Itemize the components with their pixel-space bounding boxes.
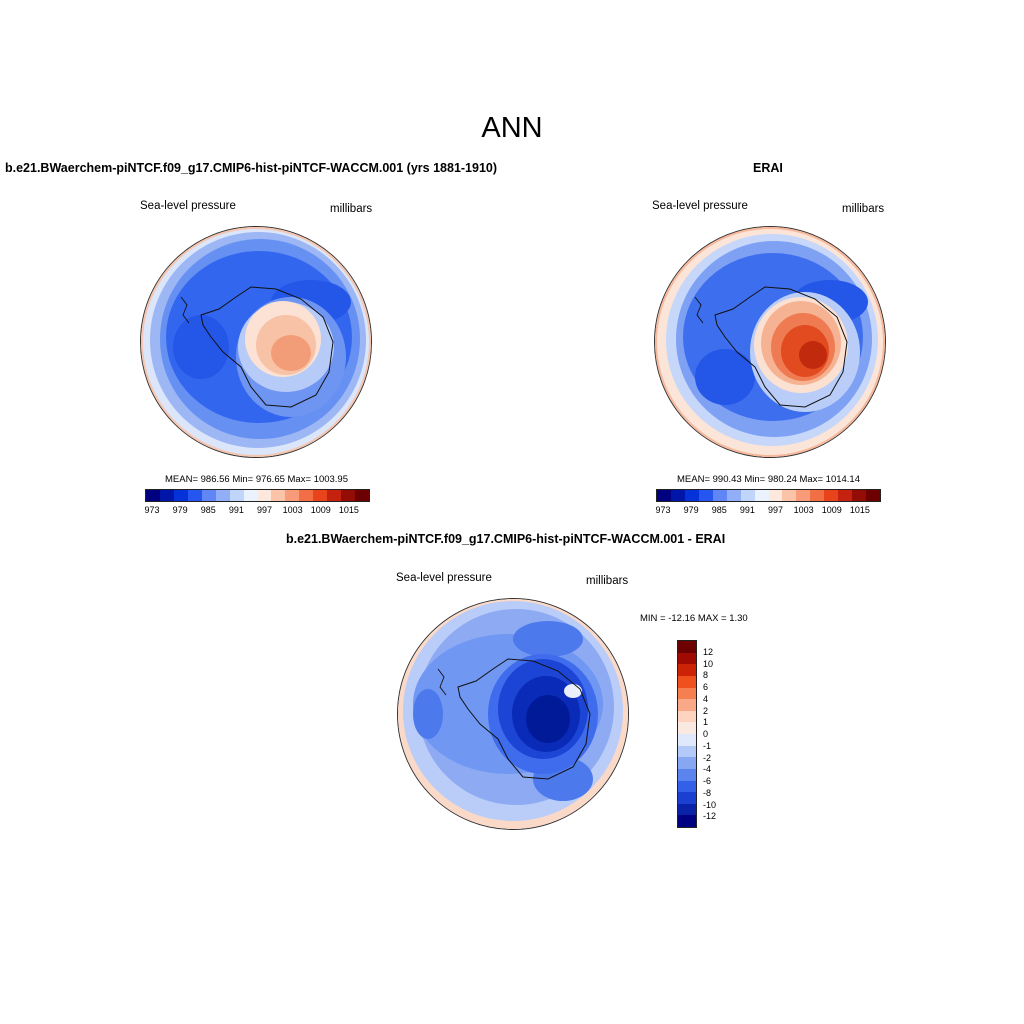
- colorbar-swatch: [678, 745, 696, 758]
- colorbar-swatch: [838, 490, 853, 501]
- colorbar-tick-label: 12: [703, 646, 714, 657]
- colorbar-swatch: [657, 490, 671, 501]
- colorbar-tick-label: 1009: [310, 505, 331, 515]
- colorbar-swatch: [678, 675, 696, 688]
- colorbar-swatch: [678, 687, 696, 700]
- colorbar-swatch: [355, 490, 369, 501]
- colorbar-tick-label: 979: [683, 505, 699, 515]
- colorbar-tick-label: 2: [703, 705, 709, 716]
- model-polar-map: [140, 226, 372, 458]
- colorbar-tick-label: 1003: [793, 505, 814, 515]
- obs-units-label: millibars: [842, 203, 885, 215]
- model-colorbar: [145, 489, 370, 502]
- diff-variable-label: Sea-level pressure: [396, 572, 492, 584]
- colorbar-tick-label: 991: [739, 505, 755, 515]
- colorbar-swatch: [740, 490, 755, 501]
- colorbar-swatch: [678, 768, 696, 781]
- colorbar-tick-label: -8: [703, 787, 712, 798]
- colorbar-tick-label: 985: [200, 505, 216, 515]
- colorbar-swatch: [146, 490, 160, 501]
- diff-units-label: millibars: [586, 575, 629, 587]
- colorbar-tick-label: 979: [172, 505, 188, 515]
- colorbar-tick-label: 991: [228, 505, 244, 515]
- colorbar-swatch: [229, 490, 244, 501]
- diff-colorbar-ticks: 12 10 8 6 4 2 1 0 -1 -2 -4 -6 -8 -10 -12: [703, 640, 743, 828]
- colorbar-swatch: [201, 490, 216, 501]
- colorbar-swatch: [187, 490, 202, 501]
- colorbar-tick-label: 8: [703, 670, 709, 681]
- colorbar-tick-label: 1015: [849, 505, 870, 515]
- diff-panel-title: b.e21.BWaerchem-piNTCF.f09_g17.CMIP6-his…: [286, 532, 726, 546]
- colorbar-tick-label: 6: [703, 682, 709, 692]
- colorbar-swatch: [698, 490, 713, 501]
- colorbar-swatch: [768, 490, 783, 501]
- colorbar-swatch: [341, 490, 356, 501]
- colorbar-swatch: [173, 490, 188, 501]
- colorbar-tick-label: 1009: [821, 505, 842, 515]
- colorbar-tick-label: 985: [711, 505, 727, 515]
- colorbar-swatch: [678, 803, 696, 816]
- colorbar-swatch: [782, 490, 797, 501]
- colorbar-swatch: [678, 652, 696, 665]
- colorbar-swatch: [824, 490, 839, 501]
- colorbar-tick-label: 997: [768, 505, 784, 515]
- colorbar-tick-label: 1003: [282, 505, 303, 515]
- model-units-label: millibars: [330, 203, 373, 215]
- colorbar-tick-label: -6: [703, 776, 712, 786]
- colorbar-swatch: [866, 490, 880, 501]
- colorbar-tick-label: 973: [655, 505, 671, 515]
- obs-panel-title: ERAI: [753, 161, 783, 175]
- colorbar-swatch: [810, 490, 825, 501]
- diff-stats: MIN = -12.16 MAX = 1.30: [640, 613, 748, 624]
- colorbar-swatch: [678, 792, 696, 804]
- colorbar-tick-label: -12: [703, 811, 717, 822]
- colorbar-tick-label: -4: [703, 764, 712, 775]
- colorbar-swatch: [678, 780, 696, 793]
- colorbar-swatch: [678, 710, 696, 723]
- colorbar-swatch: [159, 490, 174, 501]
- colorbar-tick-label: 1: [703, 717, 709, 728]
- colorbar-swatch: [678, 734, 696, 746]
- colorbar-tick-label: 973: [144, 505, 160, 515]
- model-panel-title: b.e21.BWaerchem-piNTCF.f09_g17.CMIP6-his…: [5, 161, 498, 175]
- colorbar-swatch: [678, 722, 696, 734]
- obs-colorbar: [656, 489, 881, 502]
- colorbar-tick-label: -10: [703, 799, 717, 810]
- colorbar-tick-label: -2: [703, 752, 712, 763]
- obs-variable-label: Sea-level pressure: [652, 200, 748, 212]
- colorbar-tick-label: -1: [703, 740, 712, 751]
- figure-title: ANN: [481, 112, 543, 144]
- obs-polar-map: [654, 226, 886, 458]
- diff-polar-map: [397, 598, 629, 830]
- colorbar-tick-label: 0: [703, 729, 709, 739]
- colorbar-swatch: [243, 490, 258, 501]
- colorbar-swatch: [257, 490, 272, 501]
- colorbar-swatch: [684, 490, 699, 501]
- colorbar-swatch: [796, 490, 811, 501]
- colorbar-swatch: [327, 490, 342, 501]
- obs-stats: MEAN= 990.43 Min= 980.24 Max= 1014.14: [677, 474, 860, 485]
- colorbar-tick-label: 997: [257, 505, 273, 515]
- colorbar-tick-label: 10: [703, 658, 714, 669]
- colorbar-swatch: [852, 490, 867, 501]
- colorbar-swatch: [678, 699, 696, 711]
- colorbar-swatch: [670, 490, 685, 501]
- colorbar-swatch: [712, 490, 727, 501]
- model-variable-label: Sea-level pressure: [140, 200, 236, 212]
- colorbar-swatch: [754, 490, 769, 501]
- colorbar-tick-label: 4: [703, 693, 709, 704]
- colorbar-swatch: [726, 490, 741, 501]
- colorbar-swatch: [299, 490, 314, 501]
- colorbar-swatch: [678, 641, 696, 653]
- colorbar-swatch: [678, 664, 696, 676]
- colorbar-tick-label: 1015: [338, 505, 359, 515]
- diff-colorbar: [677, 640, 697, 828]
- colorbar-swatch: [271, 490, 286, 501]
- colorbar-swatch: [313, 490, 328, 501]
- colorbar-swatch: [215, 490, 230, 501]
- colorbar-swatch: [678, 815, 696, 827]
- colorbar-swatch: [678, 757, 696, 769]
- colorbar-swatch: [285, 490, 300, 501]
- model-stats: MEAN= 986.56 Min= 976.65 Max= 1003.95: [165, 474, 348, 485]
